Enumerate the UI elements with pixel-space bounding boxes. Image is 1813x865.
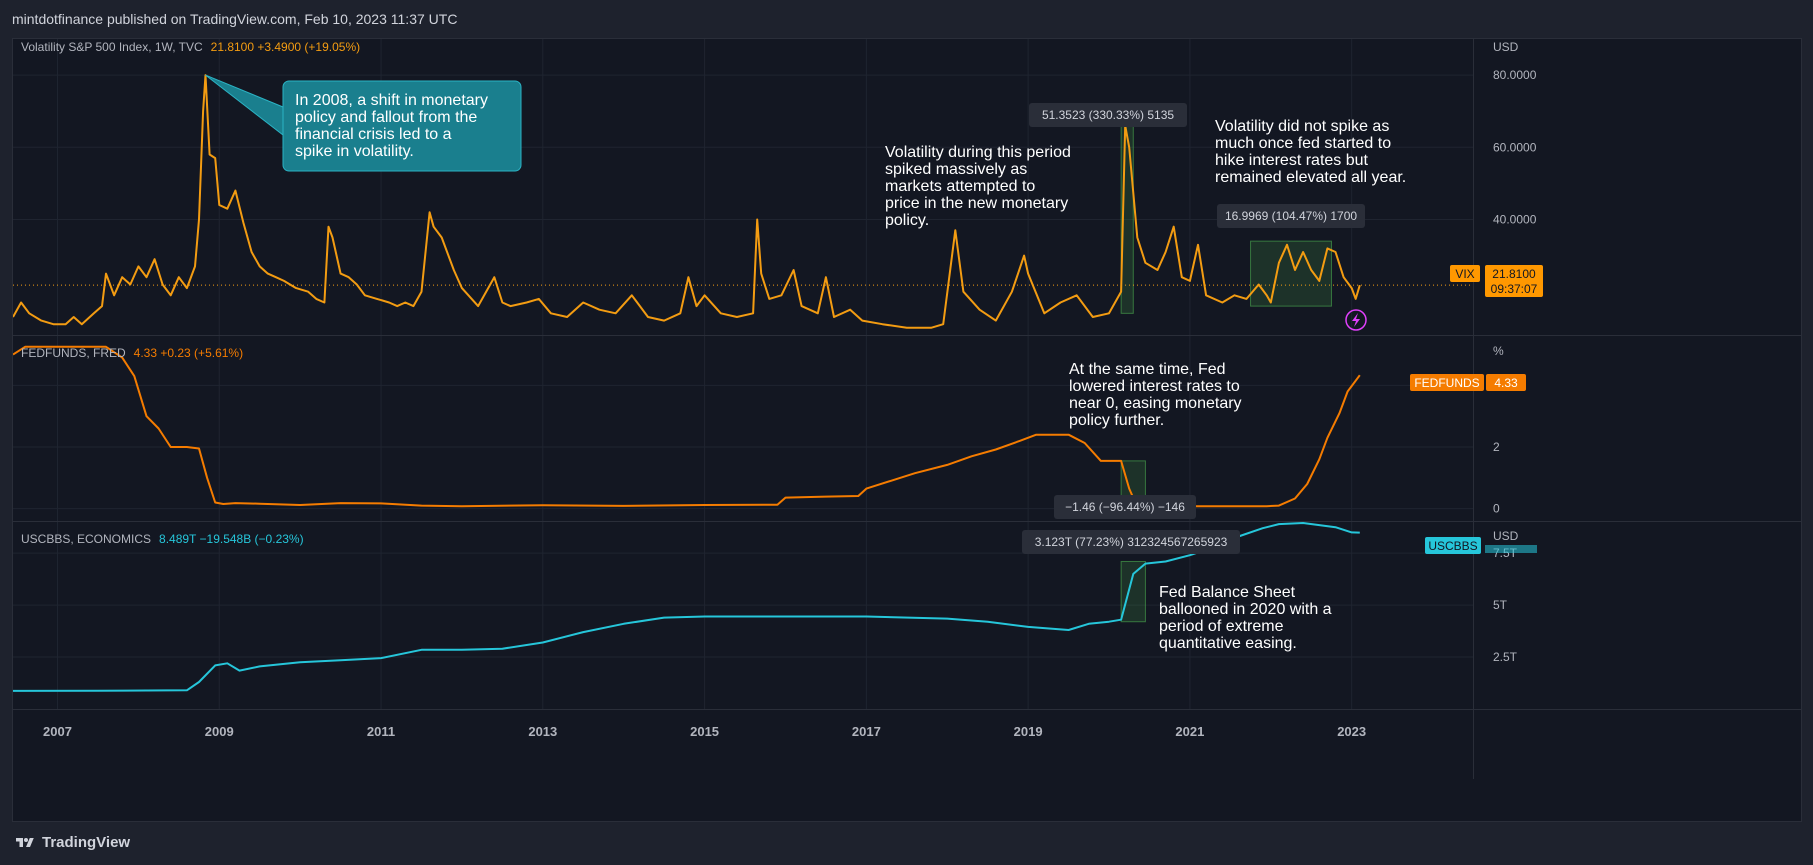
usc-symbol-tag	[1425, 537, 1481, 554]
fedfunds-y-tick-label: 0	[1493, 502, 1500, 516]
vix-legend-name: Volatility S&P 500 Index, 1W, TVC	[21, 40, 203, 54]
vol-period-annotation: policy.	[885, 212, 929, 229]
fed-lowered-annotation: lowered interest rates to	[1069, 378, 1240, 395]
usc-symbol-tag-label: USCBBS	[1428, 539, 1477, 553]
vol-period-annotation: markets attempted to	[885, 178, 1035, 195]
publisher-info: mintdotfinance published on TradingView.…	[12, 11, 458, 27]
balance-sheet-annotation: quantitative easing.	[1159, 635, 1297, 652]
vix-measure-label-bg	[1029, 103, 1187, 127]
usc-measure-label: 3.123T (77.23%) 312324567265923	[1035, 535, 1228, 549]
vix-price-tag	[1485, 265, 1543, 297]
usc-measure-box	[1120, 560, 1146, 623]
x-axis-label: 2011	[367, 724, 395, 739]
vix-measure-label: 51.3523 (330.33%) 5135	[1042, 108, 1174, 122]
fedfunds-symbol-tag	[1410, 374, 1484, 391]
crisis-callout-box	[282, 80, 522, 172]
vol-2022-annotation: remained elevated all year.	[1215, 169, 1406, 186]
vix-measure-label: 16.9969 (104.47%) 1700	[1225, 209, 1357, 223]
tradingview-logo-icon	[16, 837, 34, 847]
x-axis-label: 2009	[205, 724, 234, 739]
usc-series-line	[13, 522, 1360, 692]
usc-measure-label-bg	[1022, 530, 1240, 554]
vix-y-tick-label: 40.0000	[1493, 212, 1537, 226]
vol-2022-annotation: much once fed started to	[1215, 135, 1391, 152]
fed-lowered-annotation: near 0, easing monetary	[1069, 395, 1242, 412]
vix-measure-box	[1250, 240, 1332, 307]
usc-legend: USCBBS, ECONOMICS 8.489T −19.548B (−0.23%…	[21, 532, 304, 546]
tradingview-brand[interactable]: TradingView	[14, 834, 130, 851]
vix-measure-label-bg	[1217, 204, 1365, 228]
vol-2022-annotation: Volatility did not spike as	[1215, 118, 1389, 135]
callout-pointer	[205, 74, 284, 137]
vix-unit-label: USD	[1493, 40, 1519, 54]
fedfunds-series-line	[13, 345, 1361, 509]
vix-y-tick-label: 60.0000	[1493, 140, 1537, 154]
vol-period-annotation: spiked massively as	[885, 161, 1027, 178]
x-axis-label: 2019	[1014, 724, 1043, 739]
vix-symbol-tag	[1450, 265, 1480, 282]
chart-canvas[interactable]: 80.000060.000040.00004207.5T5T2.5TUSD%US…	[13, 39, 1801, 821]
crisis-callout-text: financial crisis led to a	[295, 126, 452, 143]
vix-legend: Volatility S&P 500 Index, 1W, TVC 21.8100…	[21, 40, 360, 54]
fedfunds-measure-label-bg	[1054, 495, 1196, 519]
vix-legend-values: 21.8100 +3.4900 (+19.05%)	[211, 40, 360, 54]
lightning-icon	[1352, 313, 1360, 327]
fedfunds-legend: FEDFUNDS, FRED 4.33 +0.23 (+5.61%)	[21, 346, 243, 360]
usc-y-tick-label: 2.5T	[1493, 650, 1518, 664]
x-axis-label: 2023	[1337, 724, 1366, 739]
fedfunds-symbol-tag-label: FEDFUNDS	[1414, 376, 1479, 390]
x-axis-label: 2017	[852, 724, 881, 739]
usc-legend-values: 8.489T −19.548B (−0.23%)	[159, 532, 304, 546]
brand-name: TradingView	[42, 834, 131, 851]
crisis-callout-text: In 2008, a shift in monetary	[295, 92, 488, 109]
x-axis-label: 2007	[43, 724, 72, 739]
fedfunds-price-tag	[1486, 374, 1526, 391]
vol-period-annotation: price in the new monetary	[885, 195, 1068, 212]
usc-price-tag	[1485, 545, 1537, 553]
x-axis-label: 2015	[690, 724, 719, 739]
balance-sheet-annotation: period of extreme	[1159, 618, 1284, 635]
vix-symbol-tag-label: VIX	[1455, 267, 1474, 281]
fed-lowered-annotation: At the same time, Fed	[1069, 361, 1226, 378]
vix-series-line	[13, 74, 1361, 329]
vol-period-annotation: Volatility during this period	[885, 144, 1071, 161]
vix-y-tick-label: 80.0000	[1493, 68, 1537, 82]
chart-area[interactable]: 80.000060.000040.00004207.5T5T2.5TUSD%US…	[12, 38, 1802, 822]
usc-legend-name: USCBBS, ECONOMICS	[21, 532, 151, 546]
fedfunds-price-tag-value: 4.33	[1494, 376, 1518, 390]
fed-lowered-annotation: policy further.	[1069, 412, 1164, 429]
fedfunds-legend-name: FEDFUNDS, FRED	[21, 346, 126, 360]
fedfunds-y-tick-label: 2	[1493, 440, 1500, 454]
crisis-callout-text: spike in volatility.	[295, 143, 414, 160]
balance-sheet-annotation: Fed Balance Sheet	[1159, 584, 1296, 601]
vix-price-tag-value: 21.8100	[1492, 267, 1536, 281]
top-bar: mintdotfinance published on TradingView.…	[0, 0, 1813, 38]
usc-y-tick-label: 5T	[1493, 598, 1508, 612]
x-axis-label: 2013	[528, 724, 557, 739]
balance-sheet-annotation: ballooned in 2020 with a	[1159, 601, 1332, 618]
alert-bolt-icon	[1345, 309, 1367, 331]
fedfunds-unit-label: %	[1493, 344, 1504, 358]
vol-2022-annotation: hike interest rates but	[1215, 152, 1369, 169]
fedfunds-legend-values: 4.33 +0.23 (+5.61%)	[134, 346, 243, 360]
fedfunds-measure-label: −1.46 (−96.44%) −146	[1065, 500, 1185, 514]
x-axis-label: 2021	[1175, 724, 1204, 739]
usc-unit-label: USD	[1493, 529, 1519, 543]
crisis-callout-text: policy and fallout from the	[295, 109, 477, 126]
vix-price-tag-time: 09:37:07	[1491, 282, 1538, 296]
bottom-bar: TradingView	[0, 820, 1813, 865]
